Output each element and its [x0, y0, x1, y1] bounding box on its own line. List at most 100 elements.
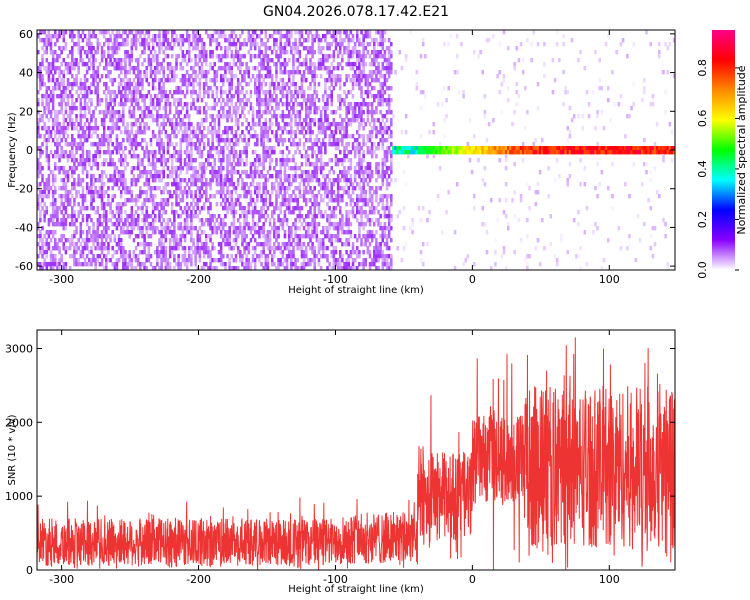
spectrogram-cell — [60, 62, 63, 67]
spectrogram-cell — [247, 130, 251, 135]
spectrogram-cell — [287, 174, 291, 179]
spectrogram-cell — [294, 90, 297, 95]
spectrogram-cell — [134, 74, 138, 79]
spectrogram-cell — [277, 106, 280, 111]
spectrogram-cell — [54, 230, 57, 235]
spectrogram-cell — [334, 214, 338, 219]
spectrogram-cell — [273, 150, 276, 155]
spectrogram-cell — [241, 42, 244, 47]
spectrogram-cell — [353, 202, 357, 207]
spectrogram-cell — [296, 234, 299, 239]
spectrogram-cell — [51, 86, 55, 91]
spectrogram-cell — [71, 94, 74, 99]
spectrogram-cell — [136, 82, 140, 87]
spectrogram-cell — [141, 82, 144, 87]
spectrogram-cell — [194, 130, 197, 135]
spectrogram-cell — [179, 262, 183, 267]
spectrogram-cell — [192, 86, 195, 91]
spectrogram-cell — [175, 158, 178, 163]
spectrogram-cell — [98, 242, 102, 247]
spectrogram-cell — [79, 262, 83, 267]
spectrogram-cell — [187, 150, 191, 155]
spectrogram-cell — [198, 250, 202, 255]
spectrogram-cell — [41, 58, 44, 63]
spectrogram-cell — [324, 34, 327, 39]
spectrogram-cell — [39, 170, 42, 175]
spectrogram-cell — [126, 186, 129, 191]
spectrogram-cell — [234, 106, 238, 111]
spectrogram-cell — [119, 82, 123, 87]
spectrogram-cell — [98, 246, 102, 251]
spectrogram-cell — [51, 190, 55, 195]
spectrogram-cell — [68, 202, 72, 207]
spectrogram-cell — [200, 218, 204, 223]
spectrogram-cell — [222, 154, 225, 159]
spectrogram-cell — [324, 246, 327, 251]
spectrogram-cell — [294, 114, 297, 119]
spectrogram-cell — [168, 250, 172, 255]
spectrogram-cell — [185, 194, 189, 199]
spectrogram-cell — [324, 134, 327, 139]
spectrogram-cell — [73, 242, 76, 247]
spectrogram-cell — [139, 162, 142, 167]
spectrogram-cell — [292, 246, 295, 251]
spectrogram-cell — [249, 162, 253, 167]
spectrogram-cell — [245, 66, 248, 71]
spectrogram-cell — [336, 194, 340, 199]
spectrogram-cell — [139, 126, 142, 131]
spectrogram-cell — [249, 46, 253, 51]
spectrogram-cell — [211, 78, 214, 83]
spectrogram-cell — [285, 262, 289, 267]
spectrogram-cell — [79, 206, 83, 211]
spectrogram-cell — [187, 58, 191, 63]
spectrogram-cell — [170, 34, 174, 39]
spectrogram-cell — [181, 226, 185, 231]
spectrogram-cell — [134, 142, 138, 147]
spectrogram-cell — [219, 114, 223, 119]
spectrogram-cell — [230, 174, 234, 179]
spectrogram-cell — [351, 94, 355, 99]
spectrogram-cell — [296, 94, 299, 99]
spectrogram-cell — [307, 158, 310, 163]
spectrogram-cell — [258, 170, 261, 175]
spectrogram-cell — [49, 130, 53, 135]
spectrogram-cell — [345, 34, 348, 39]
spectrogram-cell — [253, 54, 257, 59]
spectrogram-cell — [71, 194, 74, 199]
spectrogram-cell — [270, 202, 274, 207]
spectrogram-cell — [266, 246, 270, 251]
spectrogram-cell — [228, 86, 231, 91]
spectrogram-cell — [215, 90, 219, 95]
spectrogram-cell — [239, 174, 242, 179]
spectrogram-cell — [241, 258, 244, 263]
spectrogram-cell — [132, 178, 136, 183]
spectrogram-cell — [132, 70, 136, 75]
spectrogram-cell — [136, 142, 140, 147]
spectrogram-cell — [319, 58, 323, 63]
spectrogram-cell — [68, 122, 72, 127]
spectrogram-cell — [37, 202, 40, 207]
spectrogram-cell — [356, 142, 359, 147]
spectrogram-cell — [336, 142, 340, 147]
spectrogram-cell — [41, 198, 44, 203]
spectrogram-cell — [239, 82, 242, 87]
spectrogram-cell — [345, 174, 348, 179]
spectrogram-cell — [185, 122, 189, 127]
spectrogram-cell — [296, 114, 299, 119]
spectrogram-cell — [224, 130, 227, 135]
spectrogram-cell — [334, 234, 338, 239]
spectrogram-cell — [332, 214, 336, 219]
spectrogram-cell — [213, 70, 217, 75]
spectrogram-cell — [213, 102, 217, 107]
spectrogram-cell — [168, 246, 172, 251]
spectrogram-cell — [143, 234, 146, 239]
spectrogram-cell — [196, 246, 200, 251]
spectrogram-cell — [192, 198, 195, 203]
spectrogram-cell — [175, 90, 178, 95]
spectrogram-cell — [219, 242, 223, 247]
spectrogram-cell — [192, 166, 195, 171]
spectrogram-cell — [298, 38, 302, 43]
spectrogram-cell — [209, 186, 212, 191]
spectrogram-cell — [83, 114, 87, 119]
spectrogram-cell — [96, 46, 100, 51]
